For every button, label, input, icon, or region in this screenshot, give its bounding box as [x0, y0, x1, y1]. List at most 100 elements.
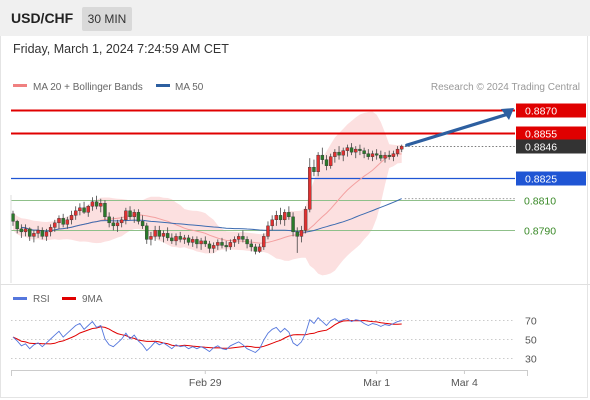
bollinger-band-area: [13, 111, 402, 276]
candle-body: [299, 230, 304, 237]
price-label-box: [516, 103, 586, 118]
time-tick: Mar 1: [363, 370, 390, 389]
candle: [291, 212, 295, 237]
candle: [90, 197, 95, 211]
candle-body: [278, 215, 283, 221]
candle-body: [203, 240, 207, 245]
candle: [149, 231, 153, 246]
candle: [237, 233, 241, 244]
candle-body: [253, 246, 258, 252]
candle: [15, 219, 19, 234]
candle: [366, 149, 370, 160]
candle-body: [99, 203, 103, 207]
candle-body: [90, 201, 95, 207]
rsi-level-label: 70: [525, 316, 537, 328]
candle: [115, 219, 120, 232]
ma20-legend-label: MA 20 + Bollinger Bands: [33, 82, 143, 93]
candle-body: [320, 154, 325, 160]
time-tick-label: Mar 1: [363, 377, 390, 389]
candle: [211, 242, 216, 253]
candle: [295, 227, 299, 253]
candle: [186, 234, 191, 246]
candle: [124, 207, 128, 225]
price-label-text: 0.8810: [524, 196, 556, 208]
candle-body: [157, 230, 162, 237]
candle-body: [145, 225, 149, 240]
candle: [328, 153, 333, 169]
candle: [249, 239, 253, 252]
candle: [345, 144, 350, 157]
candle-body: [11, 213, 15, 222]
price-label-08810: 0.8810: [524, 196, 556, 208]
candle: [349, 143, 354, 156]
candle: [132, 209, 136, 223]
candle-body: [287, 212, 291, 218]
candle-body: [115, 222, 120, 227]
price-label-box: [516, 139, 586, 154]
rsi-legend-swatch: [13, 297, 27, 300]
timeframe-badge[interactable]: 30 MIN: [82, 7, 132, 31]
candle: [362, 147, 366, 159]
candle-body: [73, 210, 78, 216]
candlestick-series: [11, 143, 404, 255]
candle-body: [69, 215, 74, 221]
candle: [94, 195, 99, 210]
candle-body: [391, 153, 396, 157]
time-axis-ticks: Feb 29 Mar 1 Mar 4: [189, 370, 478, 389]
candle-body: [107, 216, 111, 224]
candle-body: [174, 236, 178, 242]
candle-body: [61, 218, 65, 225]
candle-body: [191, 239, 195, 243]
candle-body: [44, 231, 49, 237]
candle-body: [128, 210, 132, 218]
candle-body: [232, 239, 237, 243]
candle: [140, 215, 145, 229]
rsi-legend: RSI 9MA: [13, 294, 103, 305]
candle-body: [370, 153, 375, 157]
candle-body: [266, 225, 270, 237]
candle: [278, 207, 283, 225]
candle-body: [316, 154, 320, 172]
candle-body: [40, 230, 44, 237]
candle: [324, 155, 329, 171]
forecast-arrow-layer: [405, 108, 514, 147]
price-levels-layer: [11, 109, 515, 231]
price-label-text: 0.8846: [525, 142, 557, 154]
candle-body: [291, 216, 295, 233]
candle: [86, 204, 90, 217]
candle-body: [65, 219, 70, 225]
price-label-text: 0.8790: [524, 226, 556, 238]
candle-body: [28, 228, 32, 237]
symbol-title: USD/CHF: [11, 10, 74, 26]
candle-body: [103, 203, 107, 218]
candle: [354, 146, 358, 159]
candle-body: [274, 215, 279, 221]
candle: [199, 237, 203, 250]
candle: [19, 224, 24, 238]
candle: [266, 221, 270, 240]
candle: [57, 215, 61, 229]
candle: [111, 216, 116, 231]
candle: [224, 240, 228, 252]
candle-body: [224, 245, 228, 248]
candle: [191, 236, 195, 247]
candle: [157, 225, 162, 240]
candle-body: [366, 153, 370, 157]
candle: [174, 233, 178, 246]
candle-body: [257, 246, 262, 252]
timestamp: Friday, March 1, 2024 7:24:59 AM CET: [13, 42, 229, 56]
candle-body: [178, 236, 182, 240]
candle: [270, 215, 274, 231]
time-tick-label: Mar 4: [451, 377, 478, 389]
bollinger-band-layer: [13, 111, 402, 276]
candle: [195, 236, 199, 249]
candle: [44, 228, 49, 241]
candle-body: [358, 148, 362, 151]
rsi-panel: 70 50 30: [11, 316, 537, 366]
candle-body: [270, 219, 274, 227]
candle-body: [48, 227, 53, 233]
candle-body: [383, 154, 387, 159]
candle: [36, 225, 40, 238]
price-label-08855: 0.8855: [516, 126, 586, 141]
